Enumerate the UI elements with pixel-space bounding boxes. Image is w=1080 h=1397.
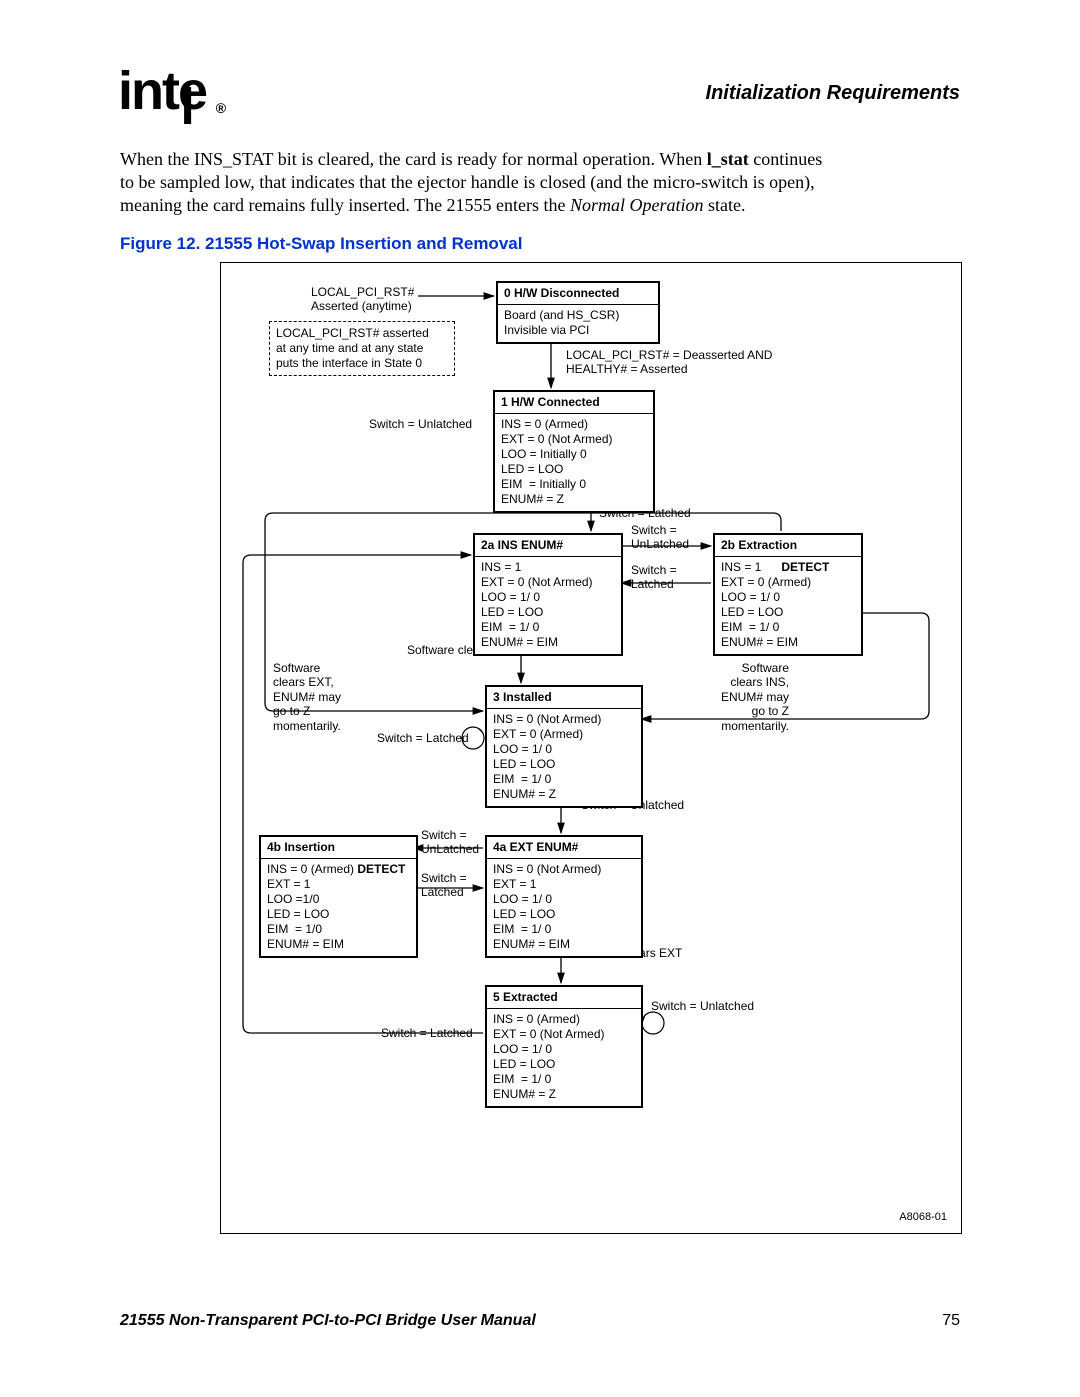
p-lstat: l_stat [707,149,749,169]
state-5-title: 5 Extracted [487,987,641,1009]
state-2b-body-bold: DETECT [781,560,829,574]
body-paragraph: When the INS_STAT bit is cleared, the ca… [120,148,960,217]
state-2b-title: 2b Extraction [715,535,861,557]
state-5: 5 Extracted INS = 0 (Armed) EXT = 0 (Not… [485,985,643,1108]
p-line2: to be sampled low, that indicates that t… [120,172,815,192]
label-local-rst: LOCAL_PCI_RST# Asserted (anytime) [311,285,414,314]
state-4b-title: 4b Insertion [261,837,416,859]
label-sw-unlatched-5: Switch = Unlatched [651,999,754,1013]
figure-caption: Figure 12. 21555 Hot-Swap Insertion and … [120,234,522,254]
dashed-note: LOCAL_PCI_RST# asserted at any time and … [269,321,455,376]
figure-box: LOCAL_PCI_RST# Asserted (anytime) LOCAL_… [220,262,962,1234]
p-line1b: continues [749,149,823,169]
state-0: 0 H/W Disconnected Board (and HS_CSR) In… [496,281,660,344]
state-2b-body-pre: INS = 1 [721,560,781,574]
label-right-big: Software clears INS, ENUM# may go to Z m… [721,661,789,733]
label-left-big: Software clears EXT, ENUM# may go to Z m… [273,661,341,733]
section-title: Initialization Requirements [706,82,960,105]
label-sw-latched-4: Switch = Latched [421,871,467,900]
state-2a-title: 2a INS ENUM# [475,535,621,557]
state-2b: 2b Extraction INS = 1 DETECT EXT = 0 (Ar… [713,533,863,656]
state-0-body: Board (and HS_CSR) Invisible via PCI [498,305,658,342]
state-3-title: 3 Installed [487,687,641,709]
label-sw-latched-5: Switch = Latched [381,1026,473,1040]
label-deassert: LOCAL_PCI_RST# = Deasserted AND HEALTHY#… [566,348,772,377]
page: intel® Initialization Requirements When … [0,0,1080,1397]
label-sw-unlatched-2: Switch = UnLatched [631,523,689,552]
state-2a: 2a INS ENUM# INS = 1 EXT = 0 (Not Armed)… [473,533,623,656]
state-4b: 4b Insertion INS = 0 (Armed) DETECT EXT … [259,835,418,958]
p-line3a: meaning the card remains fully inserted.… [120,195,570,215]
label-sw-unlatched-1: Switch = Unlatched [369,417,472,431]
intel-logo: intel® [118,60,222,122]
state-4a-body: INS = 0 (Not Armed) EXT = 1 LOO = 1/ 0 L… [487,859,641,956]
state-4b-body-post: EXT = 1 LOO =1/0 LED = LOO EIM = 1/0 ENU… [267,877,344,951]
state-1-body: INS = 0 (Armed) EXT = 0 (Not Armed) LOO … [495,414,653,511]
state-2b-body-post: EXT = 0 (Armed) LOO = 1/ 0 LED = LOO EIM… [721,575,811,649]
p-line1a: When the INS_STAT bit is cleared, the ca… [120,149,707,169]
figure-id: A8068-01 [899,1211,947,1223]
state-4a: 4a EXT ENUM# INS = 0 (Not Armed) EXT = 1… [485,835,643,958]
state-0-title: 0 H/W Disconnected [498,283,658,305]
p-line3b: state. [704,195,746,215]
state-2a-body: INS = 1 EXT = 0 (Not Armed) LOO = 1/ 0 L… [475,557,621,654]
page-number: 75 [942,1312,960,1330]
state-3-body: INS = 0 (Not Armed) EXT = 0 (Armed) LOO … [487,709,641,806]
label-sw-latched-3: Switch = Latched [377,731,469,745]
state-5-body: INS = 0 (Armed) EXT = 0 (Not Armed) LOO … [487,1009,641,1106]
state-2b-body: INS = 1 DETECT EXT = 0 (Armed) LOO = 1/ … [715,557,861,654]
p-line3i: Normal Operation [570,195,704,215]
state-3: 3 Installed INS = 0 (Not Armed) EXT = 0 … [485,685,643,808]
state-4b-body-bold: DETECT [357,862,405,876]
state-1: 1 H/W Connected INS = 0 (Armed) EXT = 0 … [493,390,655,513]
state-4b-body-pre: INS = 0 (Armed) [267,862,357,876]
state-4a-title: 4a EXT ENUM# [487,837,641,859]
label-sw-unlatched-4: Switch = UnLatched [421,828,479,857]
state-1-title: 1 H/W Connected [495,392,653,414]
label-sw-latched-2: Switch = Latched [631,563,677,592]
footer-title: 21555 Non-Transparent PCI-to-PCI Bridge … [120,1312,536,1330]
state-4b-body: INS = 0 (Armed) DETECT EXT = 1 LOO =1/0 … [261,859,416,956]
